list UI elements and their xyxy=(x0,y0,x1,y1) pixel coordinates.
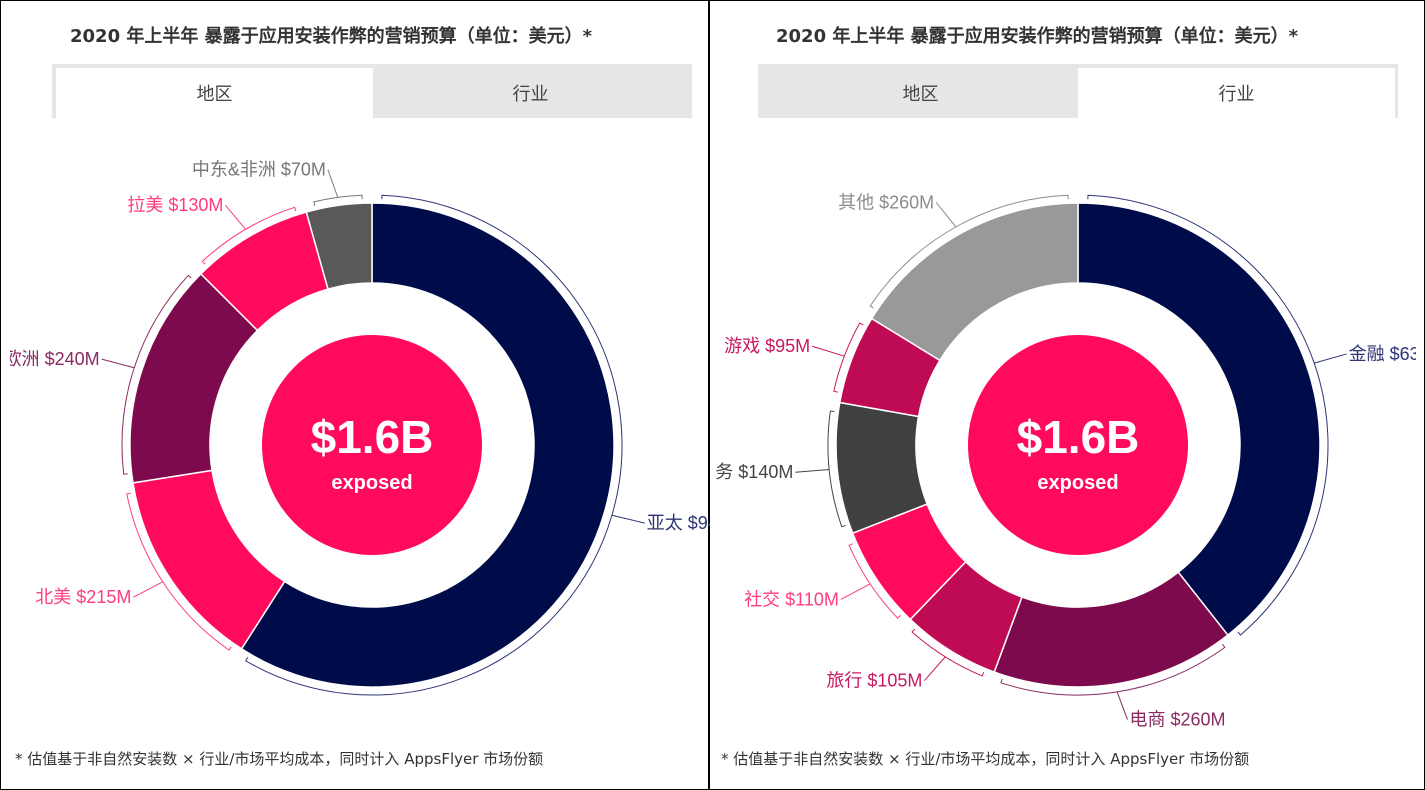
industry-panel: 2020 年上半年 暴露于应用安装作弊的营销预算（单位：美元）* 地区 行业 金… xyxy=(716,0,1416,790)
center-value: $1.6B xyxy=(1017,411,1140,463)
label-leader-apac xyxy=(611,514,645,524)
tab-region[interactable]: 地区 xyxy=(902,84,939,105)
tab-industry[interactable]: 行业 xyxy=(512,84,549,105)
center-value: $1.6B xyxy=(311,411,434,463)
slice-ecommerce[interactable] xyxy=(993,571,1229,688)
label-leader-social xyxy=(840,583,871,600)
industry-donut-chart: 金融 $630M 电商 $260M 旅行 $105M 社交 $110M 商务 $140M… xyxy=(716,192,1416,730)
tab-industry[interactable]: 行业 xyxy=(1078,68,1395,118)
center-label: exposed xyxy=(331,472,412,494)
tab-bar: 地区 行业 xyxy=(52,64,692,118)
label-leader-latam xyxy=(225,204,246,230)
label-bracket-business xyxy=(827,410,846,528)
label-leader-europe xyxy=(101,358,135,369)
label-leader-other xyxy=(935,202,957,228)
label-bracket-europe xyxy=(121,274,192,475)
slice-label-other: 其他 $260M xyxy=(838,192,934,212)
label-leader-mea xyxy=(327,169,339,198)
region-panel: 2020 年上半年 暴露于应用安装作弊的营销预算（单位：美元）* 地区 行业 亚… xyxy=(10,0,710,790)
slice-finance[interactable] xyxy=(1077,202,1321,637)
center-circle xyxy=(968,335,1188,555)
label-leader-ecommerce xyxy=(1116,691,1128,720)
slice-label-ecommerce: 电商 $260M xyxy=(1129,710,1225,730)
slice-label-business: 商务 $140M xyxy=(716,462,793,482)
label-leader-north-america xyxy=(133,581,164,598)
footnote: * 估值基于非自然安装数 × 行业/市场平均成本，同时计入 AppsFlyer … xyxy=(721,750,1250,768)
slice-label-finance: 金融 $630M xyxy=(1349,344,1416,364)
center-circle xyxy=(262,335,482,555)
footnote: * 估值基于非自然安装数 × 行业/市场平均成本，同时计入 AppsFlyer … xyxy=(15,750,544,768)
tab-region[interactable]: 地区 xyxy=(56,68,373,118)
label-bracket-gaming xyxy=(833,322,864,393)
label-bracket-travel xyxy=(911,628,985,677)
label-leader-travel xyxy=(924,656,946,681)
slice-label-mea: 中东&非洲 $70M xyxy=(192,160,326,180)
slice-label-apac: 亚太 $945M xyxy=(647,513,710,533)
panel-title: 2020 年上半年 暴露于应用安装作弊的营销预算（单位：美元）* xyxy=(70,26,593,47)
slice-label-latam: 拉美 $130M xyxy=(127,195,223,215)
slice-label-north-america: 北美 $215M xyxy=(35,587,131,607)
label-bracket-north-america xyxy=(126,492,232,651)
label-bracket-ecommerce xyxy=(1000,643,1226,696)
slice-mea[interactable] xyxy=(305,202,373,291)
slice-label-gaming: 游戏 $95M xyxy=(724,336,810,356)
label-leader-business xyxy=(795,469,830,473)
slice-apac[interactable] xyxy=(240,202,615,688)
tab-bar: 地区 行业 xyxy=(758,64,1398,118)
label-bracket-social xyxy=(848,543,901,619)
label-leader-gaming xyxy=(811,345,845,357)
label-bracket-mea xyxy=(313,194,363,206)
label-bracket-apac xyxy=(245,194,623,696)
slice-label-europe: 欧洲 $240M xyxy=(10,349,100,369)
label-leader-finance xyxy=(1314,353,1347,364)
slice-label-travel: 旅行 $105M xyxy=(826,671,922,691)
slice-label-social: 社交 $110M xyxy=(744,589,839,609)
center-label: exposed xyxy=(1037,472,1118,494)
label-bracket-other xyxy=(869,194,1069,309)
label-bracket-latam xyxy=(201,206,297,265)
panel-divider xyxy=(708,0,710,790)
slice-other[interactable] xyxy=(870,202,1079,362)
region-donut-chart: 亚太 $945M 北美 $215M 欧洲 $240M 拉美 $130M 中东&非洲 $7… xyxy=(10,160,710,696)
panel-title: 2020 年上半年 暴露于应用安装作弊的营销预算（单位：美元）* xyxy=(776,26,1299,47)
